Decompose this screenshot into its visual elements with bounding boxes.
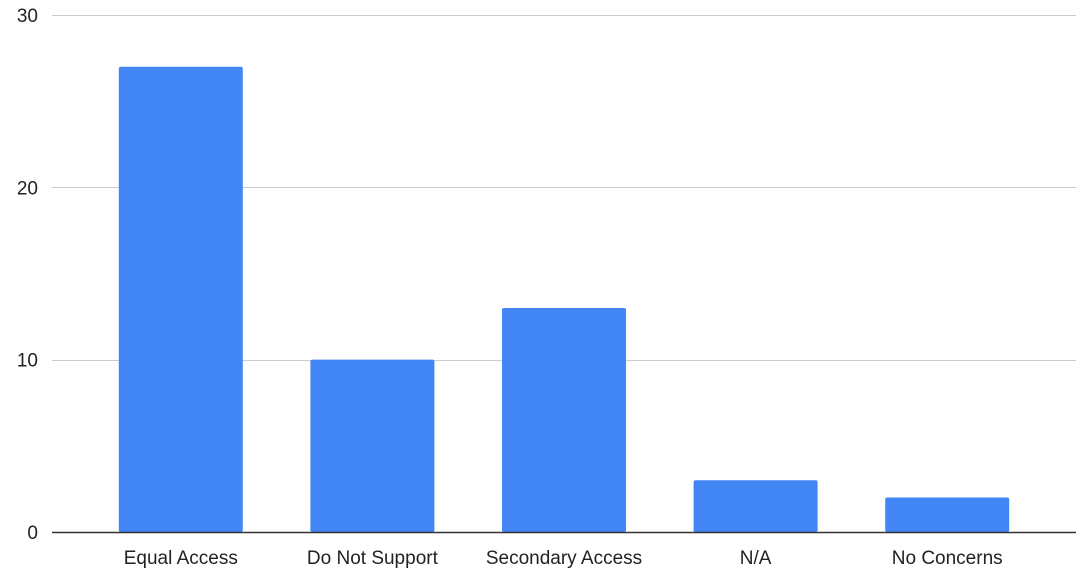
bars	[118, 66, 1010, 532]
bar	[502, 307, 626, 532]
y-tick-label: 30	[17, 6, 38, 27]
bar	[310, 359, 435, 532]
x-tick-label: Equal Access	[124, 548, 238, 569]
bar	[885, 497, 1010, 532]
y-tick-labels: 0 10 20 30	[17, 6, 38, 544]
x-tick-label: No Concerns	[892, 548, 1003, 569]
y-tick-label: 10	[17, 351, 38, 372]
x-tick-label: N/A	[740, 548, 772, 569]
bar	[693, 480, 818, 532]
x-tick-labels: Equal Access Do Not Support Secondary Acce…	[124, 548, 1003, 569]
bar	[118, 66, 243, 532]
x-tick-label: Secondary Access	[486, 548, 642, 569]
y-tick-label: 0	[27, 523, 38, 544]
y-tick-label: 20	[17, 178, 38, 199]
x-tick-label: Do Not Support	[307, 548, 439, 569]
